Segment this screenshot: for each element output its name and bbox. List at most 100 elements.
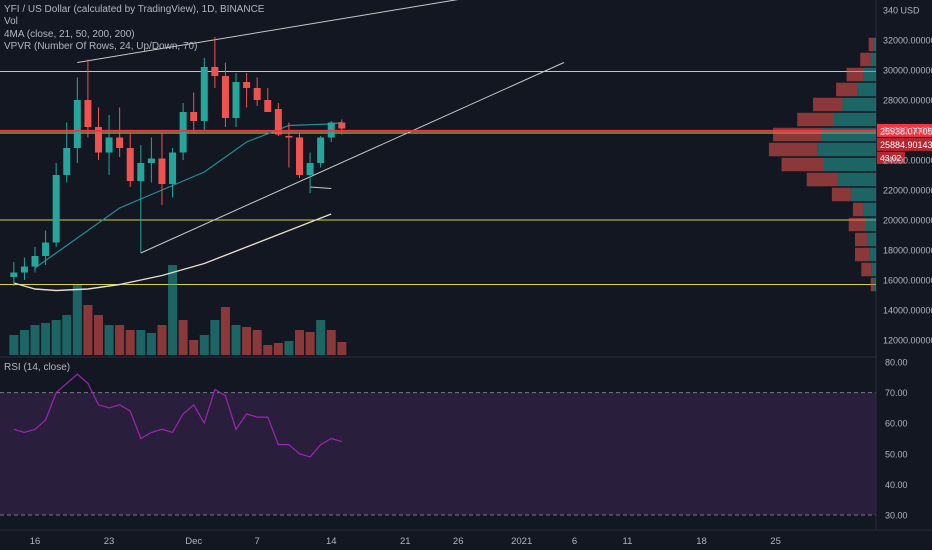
rsi-axis-label-3: 50.00 bbox=[885, 449, 908, 459]
vpvr-row-down-2 bbox=[846, 67, 864, 82]
candle-body-6 bbox=[73, 100, 81, 148]
candle-body-19 bbox=[211, 67, 219, 76]
vpvr-row-down-6 bbox=[773, 127, 822, 142]
vpvr-row-up-2 bbox=[863, 67, 876, 82]
rsi-axis-label-5: 30.00 bbox=[885, 511, 908, 521]
volume-bar-5 bbox=[62, 315, 72, 355]
price-axis-label-6: 22000.00000 bbox=[883, 186, 932, 196]
current-price-label: 25938.07705 bbox=[880, 126, 932, 136]
time-axis-label-1: 23 bbox=[104, 536, 115, 547]
time-axis-label-7: 2021 bbox=[511, 536, 532, 547]
time-axis-label-9: 11 bbox=[623, 536, 633, 547]
trendline-2 bbox=[310, 186, 332, 189]
volume-bar-26 bbox=[284, 341, 294, 355]
candle-body-24 bbox=[264, 100, 272, 112]
price-axis-label-0: 340 USD bbox=[883, 6, 920, 16]
vpvr-row-up-10 bbox=[850, 187, 876, 202]
candle-body-12 bbox=[137, 163, 145, 181]
volume-bar-19 bbox=[210, 320, 220, 355]
candle-body-3 bbox=[42, 242, 50, 256]
candle-body-2 bbox=[31, 256, 39, 267]
vpvr-row-down-0 bbox=[868, 37, 874, 52]
vpvr-row-down-5 bbox=[797, 112, 834, 127]
time-axis-label-5: 21 bbox=[400, 536, 411, 547]
rsi-axis-label-1: 70.00 bbox=[885, 388, 908, 398]
rsi-legend[interactable]: RSI (14, close) bbox=[4, 362, 71, 373]
candle-body-9 bbox=[105, 137, 113, 153]
volume-bar-20 bbox=[220, 307, 230, 355]
candle-body-15 bbox=[169, 152, 177, 184]
vpvr-row-down-4 bbox=[813, 97, 843, 112]
symbol-legend[interactable]: YFI / US Dollar (calculated by TradingVi… bbox=[4, 4, 265, 15]
vpvr-row-up-7 bbox=[817, 142, 876, 157]
time-axis-label-8: 6 bbox=[572, 536, 577, 547]
price-axis-label-8: 18000.00000 bbox=[883, 246, 932, 256]
marker-price-tag bbox=[877, 137, 932, 151]
candle-body-10 bbox=[116, 137, 124, 148]
vpvr-row-up-9 bbox=[838, 172, 876, 187]
candle-body-29 bbox=[317, 137, 325, 163]
rsi-axis-label-4: 40.00 bbox=[885, 480, 908, 490]
candle-body-18 bbox=[200, 67, 208, 121]
volume-bar-4 bbox=[51, 320, 61, 355]
candle-body-23 bbox=[253, 88, 261, 100]
vpvr-row-down-10 bbox=[831, 187, 851, 202]
vpvr-row-down-15 bbox=[861, 262, 872, 277]
vpvr-row-up-16 bbox=[873, 277, 876, 292]
marker-price-label: 25884.90143 bbox=[880, 140, 932, 150]
candle-body-13 bbox=[147, 158, 155, 163]
current-price-tag bbox=[877, 123, 932, 137]
volume-bar-29 bbox=[316, 320, 326, 355]
candle-body-22 bbox=[243, 82, 251, 88]
price-axis-label-5: 24000.00000 bbox=[883, 156, 932, 166]
candle-body-31 bbox=[338, 122, 346, 129]
volume-bar-18 bbox=[199, 335, 209, 355]
price-axis-label-1: 32000.00000 bbox=[883, 36, 932, 46]
trendline-1 bbox=[140, 62, 565, 254]
vpvr-row-down-3 bbox=[836, 82, 858, 97]
volume-bar-3 bbox=[41, 323, 51, 355]
candle-body-0 bbox=[10, 272, 18, 277]
rsi-axis-label-2: 60.00 bbox=[885, 419, 908, 429]
vpvr-row-up-4 bbox=[842, 97, 876, 112]
rsi-axis-label-0: 80.00 bbox=[885, 358, 908, 368]
candle-body-11 bbox=[126, 148, 134, 181]
price-axis-label-4: 26000.00000 bbox=[883, 126, 932, 136]
vpvr-row-up-3 bbox=[857, 82, 876, 97]
volume-bar-10 bbox=[115, 325, 125, 355]
candle-body-21 bbox=[232, 82, 240, 118]
candle-body-26 bbox=[285, 136, 293, 138]
volume-bar-1 bbox=[19, 330, 29, 355]
volume-legend[interactable]: Vol bbox=[4, 16, 18, 27]
rsi-band bbox=[0, 392, 876, 515]
vpvr-row-down-14 bbox=[855, 247, 870, 262]
candle-body-14 bbox=[158, 158, 166, 184]
candle-body-27 bbox=[296, 137, 303, 175]
price-axis-label-2: 30000.00000 bbox=[883, 66, 932, 76]
vpvr-row-up-5 bbox=[834, 112, 876, 127]
volume-bar-9 bbox=[104, 325, 114, 355]
volume-bar-7 bbox=[83, 305, 93, 355]
vpvr-row-down-16 bbox=[870, 277, 874, 292]
vpvr-row-up-15 bbox=[871, 262, 876, 277]
moving-average-legend[interactable]: 4MA (close, 21, 50, 200, 200) bbox=[4, 29, 135, 40]
candle-body-4 bbox=[52, 175, 60, 243]
vpvr-row-up-11 bbox=[863, 202, 876, 217]
ma21-line bbox=[34, 121, 342, 269]
vpvr-row-down-9 bbox=[806, 172, 839, 187]
vpvr-row-down-1 bbox=[860, 52, 871, 67]
time-axis-label-6: 26 bbox=[453, 536, 464, 547]
candle-body-28 bbox=[306, 163, 314, 175]
candle-body-8 bbox=[94, 127, 102, 153]
vpvr-row-down-12 bbox=[848, 217, 866, 232]
volume-bar-25 bbox=[273, 343, 283, 355]
volume-bar-22 bbox=[242, 327, 252, 355]
candle-body-5 bbox=[63, 148, 71, 175]
volume-bar-15 bbox=[168, 265, 178, 355]
vpvr-legend[interactable]: VPVR (Number Of Rows, 24, Up/Down, 70) bbox=[4, 41, 198, 52]
candle-body-16 bbox=[179, 112, 187, 153]
volume-bar-8 bbox=[93, 315, 103, 355]
time-axis-label-11: 25 bbox=[770, 536, 781, 547]
